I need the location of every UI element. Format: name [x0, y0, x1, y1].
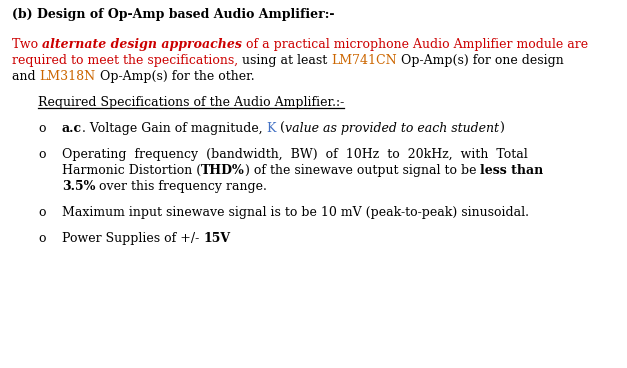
Text: a.c: a.c	[62, 122, 82, 135]
Text: ): )	[499, 122, 504, 135]
Text: o: o	[38, 122, 46, 135]
Text: Power Supplies of +/-: Power Supplies of +/-	[62, 232, 203, 245]
Text: over this frequency range.: over this frequency range.	[95, 180, 267, 193]
Text: THD%: THD%	[201, 164, 245, 177]
Text: and: and	[12, 70, 40, 83]
Text: . Voltage Gain of magnitude,: . Voltage Gain of magnitude,	[82, 122, 266, 135]
Text: Maximum input sinewave signal is to be 10 mV (peak-to-peak) sinusoidal.: Maximum input sinewave signal is to be 1…	[62, 206, 529, 219]
Text: LM741CN: LM741CN	[332, 54, 397, 67]
Text: o: o	[38, 232, 46, 245]
Text: Op-Amp(s) for the other.: Op-Amp(s) for the other.	[96, 70, 255, 83]
Text: value as provided to each student: value as provided to each student	[285, 122, 499, 135]
Text: 3.5%: 3.5%	[62, 180, 95, 193]
Text: Two: Two	[12, 38, 42, 51]
Text: required to meet the specifications,: required to meet the specifications,	[12, 54, 238, 67]
Text: Operating  frequency  (bandwidth,  BW)  of  10Hz  to  20kHz,  with  Total: Operating frequency (bandwidth, BW) of 1…	[62, 148, 528, 161]
Text: Required Specifications of the Audio Amplifier.:-: Required Specifications of the Audio Amp…	[38, 96, 344, 109]
Text: K: K	[266, 122, 277, 135]
Text: (b) Design of Op-Amp based Audio Amplifier:-: (b) Design of Op-Amp based Audio Amplifi…	[12, 8, 334, 21]
Text: less than: less than	[480, 164, 544, 177]
Text: o: o	[38, 206, 46, 219]
Text: using at least: using at least	[238, 54, 332, 67]
Text: 15V: 15V	[203, 232, 230, 245]
Text: LM318N: LM318N	[40, 70, 96, 83]
Text: ) of the sinewave output signal to be: ) of the sinewave output signal to be	[245, 164, 480, 177]
Text: Harmonic Distortion (: Harmonic Distortion (	[62, 164, 201, 177]
Text: alternate design approaches: alternate design approaches	[42, 38, 242, 51]
Text: (: (	[277, 122, 285, 135]
Text: o: o	[38, 148, 46, 161]
Text: Op-Amp(s) for one design: Op-Amp(s) for one design	[397, 54, 564, 67]
Text: of a practical microphone Audio Amplifier module are: of a practical microphone Audio Amplifie…	[242, 38, 588, 51]
